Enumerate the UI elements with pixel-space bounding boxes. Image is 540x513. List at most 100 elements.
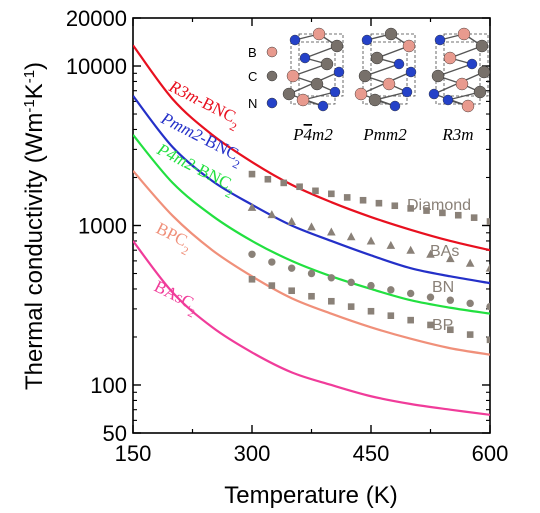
atom-c-icon xyxy=(358,69,372,83)
atom-legend-label: B xyxy=(248,45,257,60)
structure-p4m2 xyxy=(282,27,345,112)
data-point-bn xyxy=(248,250,256,258)
atom-n-icon xyxy=(401,86,413,98)
atom-b-icon xyxy=(354,87,368,101)
data-point-bas xyxy=(406,245,415,254)
data-point-diamond xyxy=(312,187,319,195)
structure-label: P4m2 xyxy=(292,125,333,144)
atom-n-icon xyxy=(299,52,311,64)
atom-c-icon xyxy=(320,57,334,71)
data-point-bas xyxy=(465,258,475,267)
atom-n-icon xyxy=(317,100,329,112)
atom-legend-label: N xyxy=(248,96,257,111)
atom-c-icon xyxy=(370,51,384,65)
atom-b-icon xyxy=(296,93,310,107)
data-point-bas xyxy=(247,202,257,211)
series-layer xyxy=(133,44,490,416)
atom-n-icon xyxy=(434,34,446,46)
data-point-bas xyxy=(366,236,376,245)
data-point-bn xyxy=(268,258,276,266)
structure-label: Pmm2 xyxy=(362,125,407,144)
x-tick-label: 300 xyxy=(234,441,271,466)
data-point-bas xyxy=(287,216,296,225)
x-tick-label: 600 xyxy=(472,441,509,466)
y-tick-label: 50 xyxy=(103,421,127,446)
data-point-bas xyxy=(426,249,435,258)
svg-text:Thermal conductivity (Wm-1K-1): Thermal conductivity (Wm-1K-1) xyxy=(21,62,49,390)
atom-c-icon xyxy=(431,69,445,83)
data-point-bp xyxy=(466,331,474,338)
atom-legend-c-icon xyxy=(266,70,278,82)
data-point-bn xyxy=(367,281,375,290)
data-point-bn xyxy=(327,274,336,282)
data-point-bas xyxy=(346,232,356,241)
structure-label: R3m xyxy=(441,125,473,144)
data-point-bp xyxy=(288,287,295,295)
data-point-bp xyxy=(486,336,490,344)
data-point-bn xyxy=(347,278,355,287)
y-tick-label: 10000 xyxy=(66,54,127,79)
data-point-bp xyxy=(427,321,434,329)
atom-c-icon xyxy=(473,85,487,99)
series-label-bas: BAs xyxy=(430,243,459,260)
data-point-diamond xyxy=(439,209,446,217)
atom-n-icon xyxy=(442,94,454,106)
atom-b-icon xyxy=(402,39,416,53)
data-point-bp xyxy=(347,303,355,310)
data-point-bas xyxy=(485,263,490,272)
data-point-bn xyxy=(387,286,395,294)
data-point-diamond xyxy=(280,179,288,187)
data-point-bn xyxy=(406,289,415,298)
data-point-bn xyxy=(426,293,435,301)
atom-c-icon xyxy=(477,65,491,79)
data-point-diamond xyxy=(343,194,351,201)
series-label-bn: BN xyxy=(432,279,454,296)
data-point-bp xyxy=(387,312,395,319)
data-point-diamond xyxy=(264,175,272,183)
data-point-diamond xyxy=(248,170,256,178)
axes: 150 300 450 600 50 100 1000 10000 20000 xyxy=(66,6,509,466)
data-point-diamond xyxy=(470,214,478,221)
atom-n-icon xyxy=(393,58,405,70)
series-line-pmm2-bnc2 xyxy=(133,95,490,285)
atom-n-icon xyxy=(428,88,440,100)
data-point-bas xyxy=(446,254,455,263)
data-point-diamond xyxy=(328,190,335,198)
data-point-bn xyxy=(446,296,455,304)
series-label-diamond: Diamond xyxy=(407,197,471,214)
data-point-bp xyxy=(447,326,454,334)
data-point-bp xyxy=(407,316,414,324)
series-line-basc2 xyxy=(133,240,490,416)
x-tick-label: 450 xyxy=(353,441,390,466)
atom-n-icon xyxy=(361,34,373,46)
data-point-diamond xyxy=(454,211,462,219)
atom-legend-n-icon xyxy=(266,97,278,109)
atom-c-icon xyxy=(368,93,382,107)
structure-r3m xyxy=(428,27,491,113)
data-point-diamond xyxy=(407,205,414,212)
atom-c-icon xyxy=(310,77,324,91)
atom-legend-label: C xyxy=(248,69,257,84)
data-point-bas xyxy=(307,222,316,231)
series-label-bpc2: BPC2 xyxy=(150,219,195,259)
data-point-diamond xyxy=(486,218,490,225)
atom-n-icon xyxy=(405,66,417,78)
atom-b-icon xyxy=(443,51,457,65)
atom-c-icon xyxy=(330,39,344,53)
data-point-diamond xyxy=(296,183,303,191)
series-line-r3m-bnc2 xyxy=(133,44,490,252)
data-point-bn xyxy=(466,299,474,308)
series-label-bp: BP xyxy=(432,317,453,334)
y-axis-title: Thermal conductivity (Wm-1K-1) xyxy=(21,62,49,390)
y-tick-label: 20000 xyxy=(66,6,127,31)
atom-b-icon xyxy=(286,69,300,83)
atom-n-icon xyxy=(289,34,301,46)
atom-c-icon xyxy=(384,27,398,41)
data-point-bp xyxy=(268,282,276,289)
data-point-bp xyxy=(328,297,335,305)
x-axis-title: Temperature (K) xyxy=(224,482,397,509)
data-point-diamond xyxy=(423,207,430,214)
atom-n-icon xyxy=(389,100,401,112)
atom-b-icon xyxy=(382,77,396,91)
data-point-bas xyxy=(267,210,277,219)
